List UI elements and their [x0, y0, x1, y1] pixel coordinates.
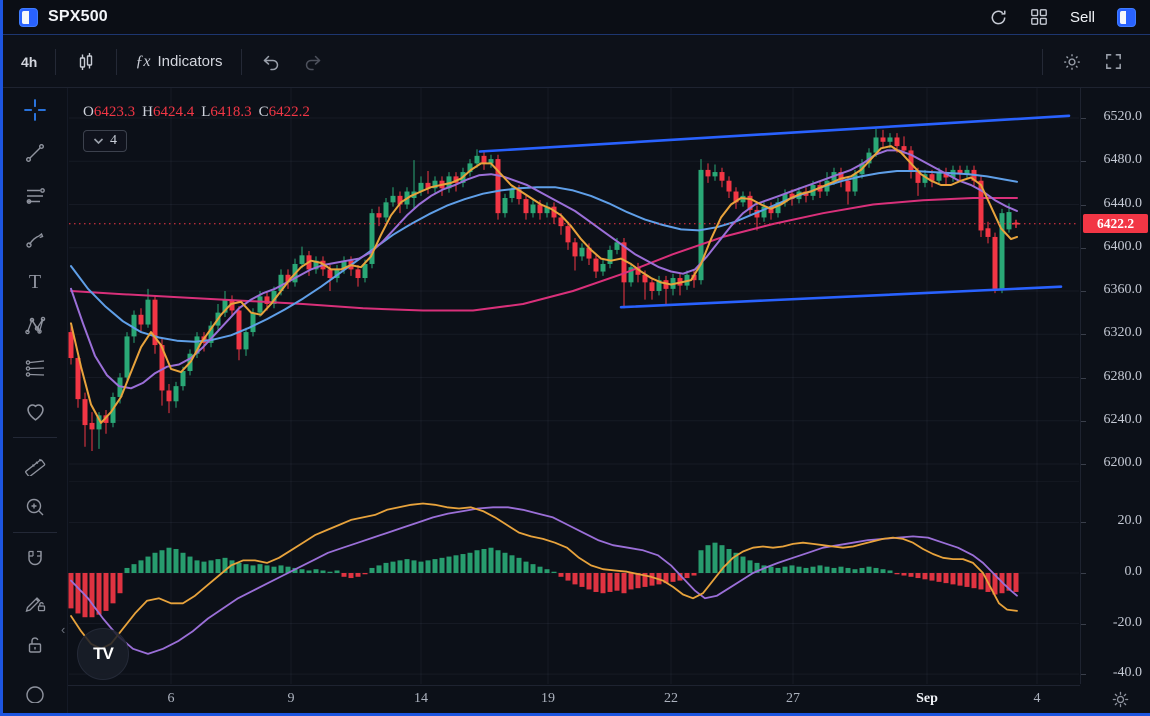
pitchfork-tool[interactable]: [16, 350, 54, 387]
time-axis-label: 27: [786, 691, 800, 706]
time-axis-label: 9: [287, 691, 295, 706]
collapsed-count: 4: [110, 133, 117, 148]
chart-style-button[interactable]: [64, 44, 108, 80]
price-axis-label: 6480.0: [1103, 152, 1143, 168]
time-axis-label: 14: [414, 691, 428, 706]
interval-button[interactable]: 4h: [21, 53, 38, 70]
layout-grid-icon[interactable]: [1030, 8, 1048, 26]
symbol-title[interactable]: SPX500: [48, 8, 108, 25]
undo-icon[interactable]: [250, 45, 292, 79]
header-bar: SPX500 Sell: [3, 0, 1150, 35]
drawing-lock-tool[interactable]: [16, 584, 54, 621]
magnet-tool[interactable]: [16, 540, 54, 577]
close-label: C: [258, 104, 269, 120]
indicators-button[interactable]: ƒx Indicators: [125, 47, 232, 77]
low-value: 6418.3: [210, 104, 252, 120]
tools-divider: [13, 437, 57, 439]
last-price-badge: 6422.2: [1083, 214, 1148, 234]
low-label: L: [201, 104, 211, 120]
axis-tick: [1081, 464, 1086, 465]
time-axis[interactable]: 6 9 14 19 22 27 Sep 4: [68, 685, 1080, 713]
toolbar-divider: [55, 48, 57, 75]
drawing-tools-rail: T: [3, 88, 68, 713]
visibility-tool[interactable]: [16, 673, 54, 710]
emoji-tool[interactable]: [16, 393, 54, 430]
crosshair-tool[interactable]: [16, 91, 54, 128]
time-axis-label: 4: [1033, 691, 1041, 706]
indicators-collapse-chip[interactable]: 4: [83, 130, 127, 152]
high-value: 6424.4: [152, 104, 195, 120]
ohlc-legend: O6423.3 H6424.4 L6418.3 C6422.2: [83, 104, 317, 121]
time-axis-label: Sep: [916, 691, 938, 706]
chevron-down-icon: [93, 138, 104, 145]
tradingview-logo-text: TV: [93, 644, 114, 663]
price-axis[interactable]: 6422.2 6520.0 6480.0 6440.0 6400.0 6360.0 632…: [1080, 88, 1150, 684]
axis-tick: [1081, 291, 1086, 292]
time-axis-label: 19: [541, 691, 555, 706]
chart-toolbar: 4h ƒx Indicators: [3, 36, 1150, 88]
axis-tick: [1081, 573, 1086, 574]
axis-tick: [1081, 623, 1086, 625]
display-settings-sun-icon[interactable]: [1111, 690, 1130, 714]
fx-icon: ƒx: [135, 52, 151, 70]
toolbar-divider: [1042, 48, 1043, 75]
axis-tick: [1081, 522, 1086, 524]
zoom-in-tool[interactable]: [16, 488, 54, 525]
axis-tick: [1081, 161, 1086, 163]
fib-retracement-tool[interactable]: [16, 177, 54, 214]
price-axis-label: 6320.0: [1103, 325, 1143, 341]
last-price-layer: [69, 219, 1079, 228]
toolbar-divider: [240, 48, 242, 75]
axis-tick: [1081, 118, 1086, 119]
indicators-label: Indicators: [157, 53, 223, 70]
channel-lines-layer: [478, 114, 1071, 309]
axis-tick: [1081, 674, 1086, 676]
xabcd-pattern-tool[interactable]: [16, 307, 54, 344]
collapse-rail-chevron-icon[interactable]: ‹: [61, 622, 66, 637]
trend-line-tool[interactable]: [16, 134, 54, 171]
price-axis-label: 6360.0: [1103, 282, 1143, 297]
oscillator-histogram-layer: [68, 542, 1019, 618]
price-axis-label: 6200.0: [1103, 455, 1143, 470]
price-chart-canvas[interactable]: [3, 0, 1150, 716]
chart-settings-gear-icon[interactable]: [1051, 45, 1093, 79]
price-axis-label: 6520.0: [1103, 109, 1143, 124]
tradingview-logo[interactable]: TV: [77, 628, 129, 680]
redo-icon[interactable]: [292, 45, 334, 79]
price-axis-label: 6240.0: [1103, 411, 1143, 427]
moving-averages-layer: [70, 145, 1018, 424]
time-axis-label: 6: [167, 691, 175, 706]
axis-tick: [1081, 420, 1086, 422]
tools-divider: [13, 532, 57, 534]
axis-tick: [1081, 247, 1086, 249]
lock-all-tool[interactable]: [16, 627, 54, 664]
fullscreen-icon[interactable]: [1093, 45, 1134, 78]
candles-layer: [68, 128, 1019, 452]
indicator-axis-label: -20.0: [1112, 614, 1142, 630]
measure-tool[interactable]: [16, 445, 54, 482]
price-axis-label: 6440.0: [1103, 195, 1143, 211]
symbol-icon[interactable]: [19, 7, 38, 27]
panel-toggle-icon[interactable]: [1117, 7, 1136, 27]
price-axis-label: 6280.0: [1103, 368, 1143, 384]
text-tool[interactable]: T: [28, 270, 42, 293]
high-label: H: [142, 104, 153, 120]
indicator-axis-label: 20.0: [1117, 513, 1143, 529]
axis-tick: [1081, 334, 1086, 336]
price-axis-label: 6400.0: [1103, 238, 1143, 254]
refresh-icon[interactable]: [989, 8, 1008, 27]
close-value: 6422.2: [268, 104, 310, 120]
open-value: 6423.3: [93, 104, 136, 120]
toolbar-divider: [116, 48, 118, 75]
brush-tool[interactable]: [16, 220, 54, 257]
time-axis-label: 22: [664, 691, 678, 706]
sell-button[interactable]: Sell: [1069, 8, 1095, 26]
open-label: O: [83, 104, 94, 120]
indicator-axis-label: -40.0: [1112, 665, 1142, 681]
indicator-axis-label: 0.0: [1124, 564, 1143, 579]
axis-tick: [1081, 377, 1086, 379]
axis-tick: [1081, 204, 1086, 206]
oscillator-lines-layer: [70, 502, 1018, 655]
